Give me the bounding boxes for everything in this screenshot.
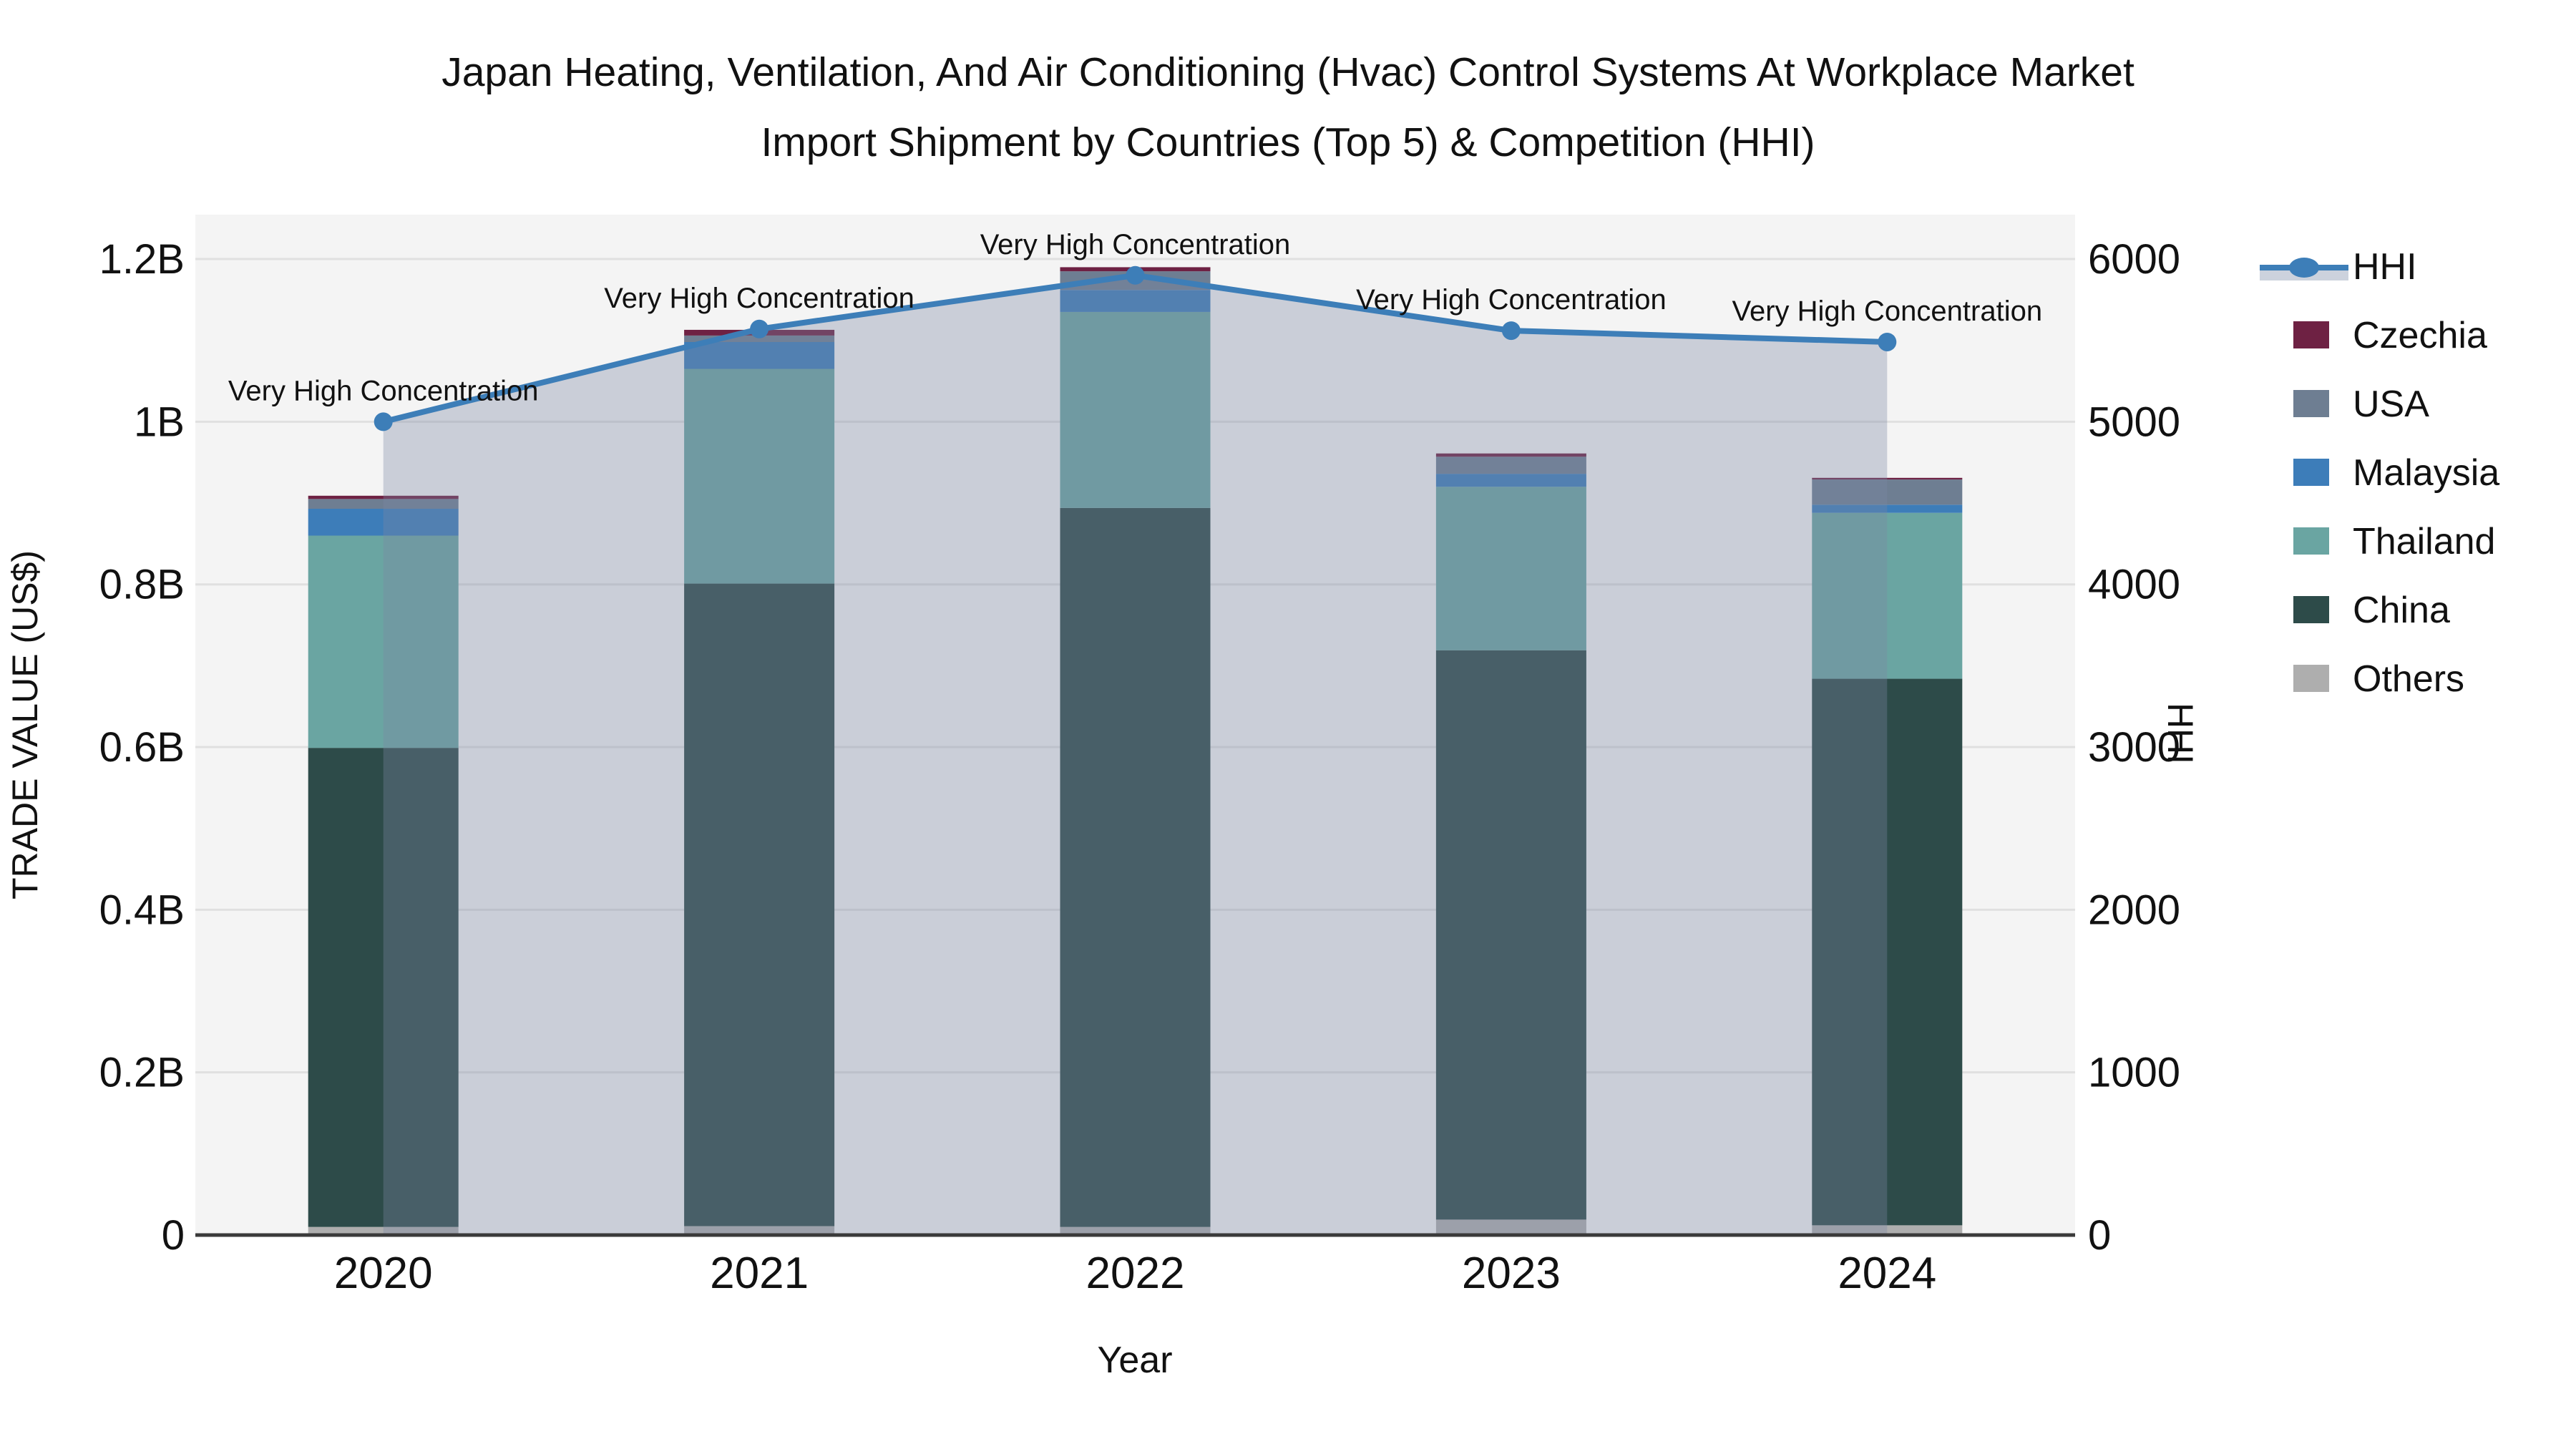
x-tick-2024: 2024 [1838,1249,1936,1298]
y-tick-right-0: 0 [2088,1212,2111,1259]
legend-label-malaysia: Malaysia [2353,452,2499,494]
y-tick-left-0.6B: 0.6B [99,724,185,771]
bar-segment-czechia-2024[interactable] [1812,477,1963,480]
y-tick-left-0.4B: 0.4B [99,887,185,933]
annotation-2024: Very High Concentration [1732,296,2043,327]
y-tick-left-0.8B: 0.8B [99,562,185,608]
x-axis-title: Year [1097,1340,1172,1381]
hhi-marker-2023[interactable] [1501,321,1521,341]
legend-item-usa[interactable]: USA [2293,384,2429,425]
x-tick-2021: 2021 [710,1249,809,1298]
bar-segment-thailand-2024[interactable] [1812,512,1963,679]
y-tick-left-1B: 1B [134,399,185,445]
bar-segment-china-2022[interactable] [1060,507,1211,1227]
bar-segment-others-2021[interactable] [684,1226,835,1235]
legend-swatch-czechia [2293,321,2329,348]
x-tick-2023: 2023 [1462,1249,1561,1298]
legend-label-czechia: Czechia [2353,315,2487,356]
legend-label-usa: USA [2353,384,2429,425]
bar-segment-china-2023[interactable] [1435,650,1586,1220]
bar-segment-china-2024[interactable] [1812,678,1963,1226]
legend-item-hhi[interactable]: HHI [2260,246,2417,288]
y-tick-right-1000: 1000 [2088,1050,2180,1096]
legend-label-others: Others [2353,658,2464,700]
y-tick-right-5000: 5000 [2088,399,2180,445]
legend-item-thailand[interactable]: Thailand [2293,521,2495,562]
bar-segment-malaysia-2021[interactable] [684,341,835,369]
y-tick-left-0.2B: 0.2B [99,1050,185,1096]
chart-title-line1: Japan Heating, Ventilation, And Air Cond… [441,49,2135,95]
y-tick-right-4000: 4000 [2088,562,2180,608]
annotation-2023: Very High Concentration [1356,284,1667,316]
y-axis-title-left: TRADE VALUE (US$) [5,550,45,899]
bar-segment-thailand-2020[interactable] [308,535,459,748]
hhi-area-fill [383,275,1888,1236]
legend-swatch-others [2293,665,2329,692]
bar-segment-czechia-2023[interactable] [1435,453,1586,457]
bar-segment-malaysia-2024[interactable] [1812,504,1963,513]
legend-swatch-china [2293,596,2329,623]
bar-segment-thailand-2023[interactable] [1435,487,1586,650]
y-tick-left-1.2B: 1.2B [99,236,185,283]
hhi-marker-2021[interactable] [750,319,769,338]
bar-segment-china-2020[interactable] [308,748,459,1227]
legend-item-others[interactable]: Others [2293,658,2464,700]
legend-label-hhi: HHI [2353,246,2417,288]
legend-label-thailand: Thailand [2353,521,2495,562]
x-tick-2020: 2020 [334,1249,433,1298]
legend-swatch-thailand [2293,527,2329,555]
bar-segment-others-2023[interactable] [1435,1219,1586,1235]
bar-segment-malaysia-2023[interactable] [1435,474,1586,487]
y-tick-right-3000: 3000 [2088,724,2180,771]
legend-swatch-usa [2293,390,2329,417]
legend-item-malaysia[interactable]: Malaysia [2293,452,2499,494]
bar-segment-malaysia-2020[interactable] [308,509,459,536]
hhi-marker-2022[interactable] [1126,265,1145,285]
legend-hhi-marker-icon [2289,258,2319,278]
annotation-2020: Very High Concentration [228,375,539,406]
bar-segment-usa-2021[interactable] [684,335,835,342]
y-tick-right-6000: 6000 [2088,236,2180,283]
chart-title-line2: Import Shipment by Countries (Top 5) & C… [761,119,1815,165]
y-tick-right-2000: 2000 [2088,887,2180,933]
bar-segment-usa-2024[interactable] [1812,479,1963,505]
y-tick-left-0: 0 [162,1212,185,1259]
bar-segment-usa-2020[interactable] [308,499,459,509]
hhi-marker-2024[interactable] [1878,332,1897,351]
hhi-marker-2020[interactable] [374,412,393,431]
bar-segment-others-2022[interactable] [1060,1226,1211,1235]
bar-segment-usa-2023[interactable] [1435,457,1586,474]
y-axis-title-right: HHI [2160,703,2200,764]
legend-item-czechia[interactable]: Czechia [2293,315,2487,356]
annotation-2022: Very High Concentration [980,229,1291,260]
x-tick-2022: 2022 [1086,1249,1185,1298]
bar-segment-china-2021[interactable] [684,583,835,1226]
bar-segment-thailand-2021[interactable] [684,369,835,584]
legend-swatch-malaysia [2293,459,2329,486]
bar-segment-thailand-2022[interactable] [1060,311,1211,508]
annotation-2021: Very High Concentration [604,283,914,314]
legend-item-china[interactable]: China [2293,590,2450,631]
chart-title: Japan Heating, Ventilation, And Air Cond… [0,37,2576,177]
bar-segment-others-2024[interactable] [1812,1225,1963,1235]
bar-segment-others-2020[interactable] [308,1226,459,1235]
bar-segment-malaysia-2022[interactable] [1060,290,1211,312]
bar-segment-czechia-2020[interactable] [308,495,459,499]
legend-label-china: China [2353,590,2450,631]
